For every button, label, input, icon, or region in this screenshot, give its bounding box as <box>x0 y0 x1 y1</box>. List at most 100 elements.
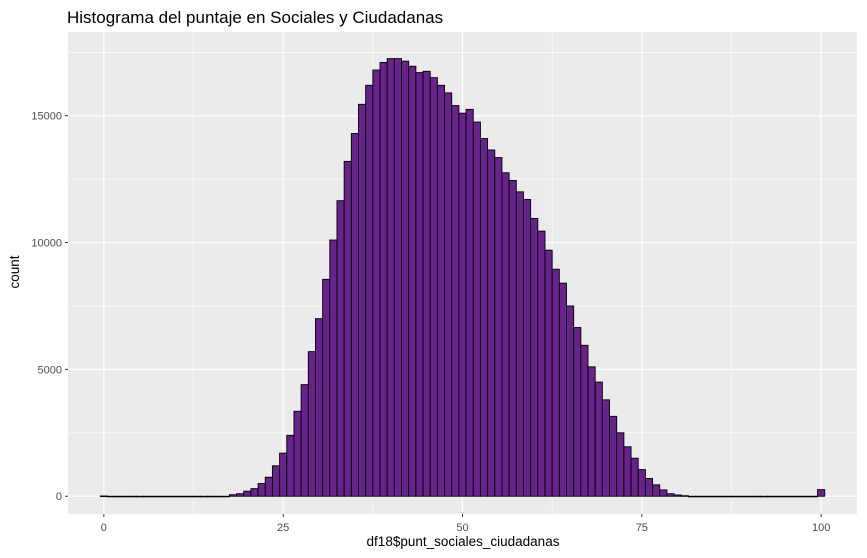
histogram-bar <box>687 495 697 498</box>
histogram-bar <box>817 489 826 497</box>
histogram-bar <box>293 410 302 497</box>
histogram-bar <box>164 495 173 498</box>
histogram-bar <box>379 61 388 497</box>
histogram-bar <box>106 495 116 498</box>
histogram-bar <box>365 84 374 497</box>
histogram-bar <box>135 495 144 498</box>
histogram-bar <box>465 108 474 497</box>
histogram-bar <box>157 495 166 498</box>
histogram-bar <box>781 495 790 498</box>
histogram-bar <box>731 495 740 498</box>
histogram-bar <box>494 157 503 497</box>
x-axis-ticks: 0 25 50 75 100 <box>101 514 830 534</box>
histogram-bar <box>680 495 689 497</box>
histogram-bar <box>695 495 704 498</box>
histogram-bar <box>659 489 668 497</box>
histogram-bar <box>350 133 359 497</box>
histogram-bar <box>580 344 589 497</box>
y-tick-label: 0 <box>56 491 62 503</box>
histogram-bar <box>228 494 238 497</box>
histogram-bar <box>738 495 747 498</box>
histogram-bar <box>178 495 187 498</box>
x-tick-label: 25 <box>277 522 289 534</box>
histogram-bar <box>358 103 367 497</box>
histogram-bar <box>501 172 510 497</box>
histogram-bar <box>264 476 273 497</box>
histogram-bar <box>809 495 818 498</box>
histogram-bar <box>150 495 159 498</box>
histogram-bar <box>329 239 338 497</box>
x-tick-label: 0 <box>101 522 107 534</box>
histogram-bar <box>221 495 230 498</box>
x-tick-label: 50 <box>456 522 468 534</box>
histogram-bar <box>99 495 108 498</box>
histogram-bar <box>128 495 137 498</box>
histogram-bar <box>472 121 481 497</box>
histogram-bars <box>99 58 826 498</box>
histogram-bar <box>652 484 661 497</box>
x-tick-label: 100 <box>812 522 830 534</box>
histogram-bar <box>666 493 675 497</box>
histogram-bar <box>386 58 395 497</box>
histogram-bar <box>594 381 603 497</box>
histogram-bar <box>487 149 496 497</box>
histogram-bar <box>458 112 467 497</box>
histogram-bar <box>759 495 768 498</box>
histogram-bar <box>802 495 811 498</box>
histogram-bar <box>558 282 567 497</box>
histogram-bar <box>566 305 575 497</box>
y-tick-label: 5000 <box>38 364 62 376</box>
histogram-bar <box>236 493 245 497</box>
histogram-bar <box>200 495 209 498</box>
histogram-bar <box>401 60 410 497</box>
histogram-bar <box>523 198 532 497</box>
histogram-bar <box>279 452 288 497</box>
histogram-bar <box>207 495 216 498</box>
histogram-bar <box>551 268 560 497</box>
histogram-bar <box>393 58 402 497</box>
chart-title: Histograma del puntaje en Sociales y Ciu… <box>67 8 443 27</box>
histogram-bar <box>286 434 295 497</box>
histogram-bar <box>444 92 453 497</box>
histogram-bar <box>544 249 553 497</box>
histogram-bar <box>343 160 352 497</box>
histogram-bar <box>185 495 194 498</box>
histogram-bar <box>702 495 711 498</box>
histogram-bar <box>766 495 775 498</box>
histogram-bar <box>322 278 331 497</box>
histogram-bar <box>630 457 639 497</box>
histogram-bar <box>774 495 783 498</box>
histogram-bar <box>307 351 316 497</box>
y-axis-title: count <box>7 255 22 288</box>
histogram-bar <box>601 399 610 497</box>
histogram-bar <box>587 366 596 497</box>
histogram-bar <box>673 494 682 497</box>
histogram-bar <box>250 488 259 497</box>
histogram-bar <box>114 495 123 498</box>
histogram-bar <box>479 138 489 497</box>
histogram-bar <box>121 495 130 498</box>
histogram-bar <box>745 495 754 498</box>
histogram-bar <box>623 446 632 497</box>
histogram-bar <box>752 495 761 498</box>
histogram-bar <box>315 318 324 497</box>
histogram-bar <box>243 490 252 497</box>
histogram-bar <box>788 495 797 498</box>
histogram-bar <box>637 469 646 497</box>
histogram-bar <box>214 495 223 498</box>
histogram-bar <box>336 200 345 497</box>
histogram-bar <box>451 105 460 497</box>
y-tick-label: 15000 <box>31 111 62 123</box>
histogram-bar <box>616 432 625 497</box>
x-tick-label: 75 <box>636 522 648 534</box>
histogram-bar <box>300 384 309 497</box>
y-tick-label: 10000 <box>31 238 62 250</box>
histogram-bar <box>257 483 266 497</box>
histogram-bar <box>415 72 424 497</box>
histogram-bar <box>171 495 180 498</box>
histogram-bar <box>372 69 381 497</box>
histogram-bar <box>271 465 281 497</box>
histogram-bar <box>193 495 202 498</box>
y-axis-ticks: 0 5000 10000 15000 <box>31 111 68 503</box>
